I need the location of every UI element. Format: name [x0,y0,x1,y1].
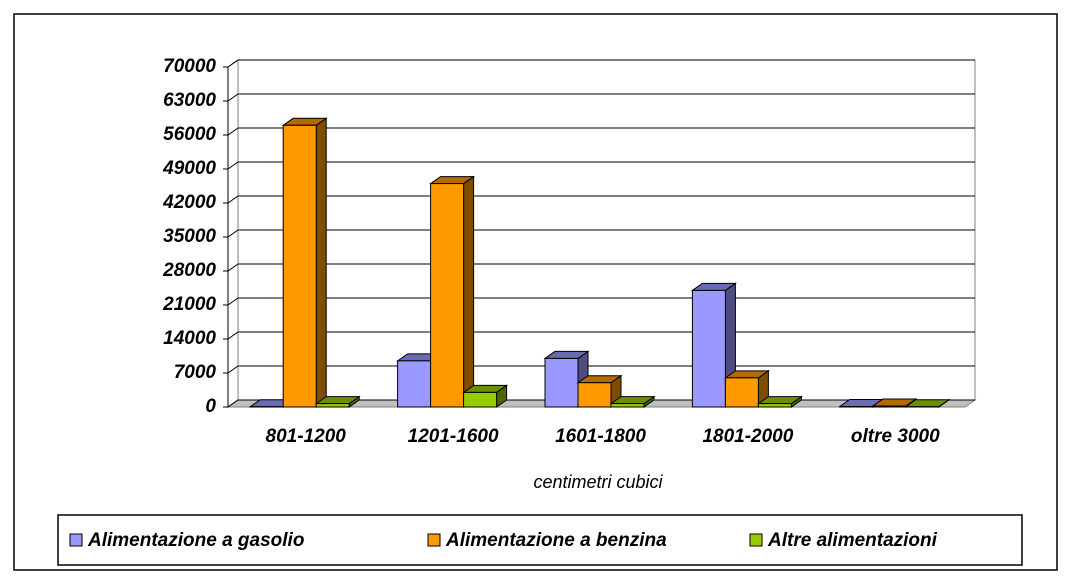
y-tick-label: 7000 [174,362,217,383]
x-axis-title: centimetri cubici [533,472,663,492]
grid-line [227,263,975,272]
bar [397,360,432,408]
legend-swatch [69,533,83,547]
y-tick-label: 21000 [162,294,216,315]
legend-label: Alimentazione a gasolio [87,530,304,551]
y-tick-label: 56000 [163,124,216,145]
bar [577,382,612,408]
x-tick-label: oltre 3000 [851,426,940,447]
grid-line [227,127,975,136]
bar [691,289,726,408]
bar [757,403,792,408]
bar [724,377,759,408]
bar-side [315,117,327,408]
grid-line [227,59,975,68]
legend-box [57,514,1023,566]
y-tick-label: 63000 [163,90,216,111]
bar-side [463,175,475,408]
bar [463,391,498,408]
y-tick-label: 14000 [163,328,216,349]
y-tick-label: 49000 [162,158,216,179]
y-tick-label: 42000 [162,192,216,213]
grid-line [227,93,975,102]
legend-swatch [427,533,441,547]
bar [544,357,579,408]
grid-line [227,195,975,204]
legend-swatch [749,533,763,547]
bar [282,124,317,408]
bar [430,183,465,408]
legend-label: Alimentazione a benzina [445,530,667,551]
grid-line [227,229,975,238]
y-tick-label: 35000 [163,226,216,247]
bar [315,403,350,408]
legend-label: Altre alimentazioni [767,530,938,551]
bar [610,403,645,408]
y-tick-label: 70000 [163,56,216,77]
x-tick-label: 1201-1600 [408,426,499,447]
x-tick-label: 1601-1800 [555,426,646,447]
x-tick-label: 1801-2000 [702,426,793,447]
y-tick-label: 0 [205,396,216,417]
y-tick-label: 28000 [162,260,216,281]
bar [872,405,907,408]
x-tick-label: 801-1200 [266,426,347,447]
grid-line [227,161,975,170]
